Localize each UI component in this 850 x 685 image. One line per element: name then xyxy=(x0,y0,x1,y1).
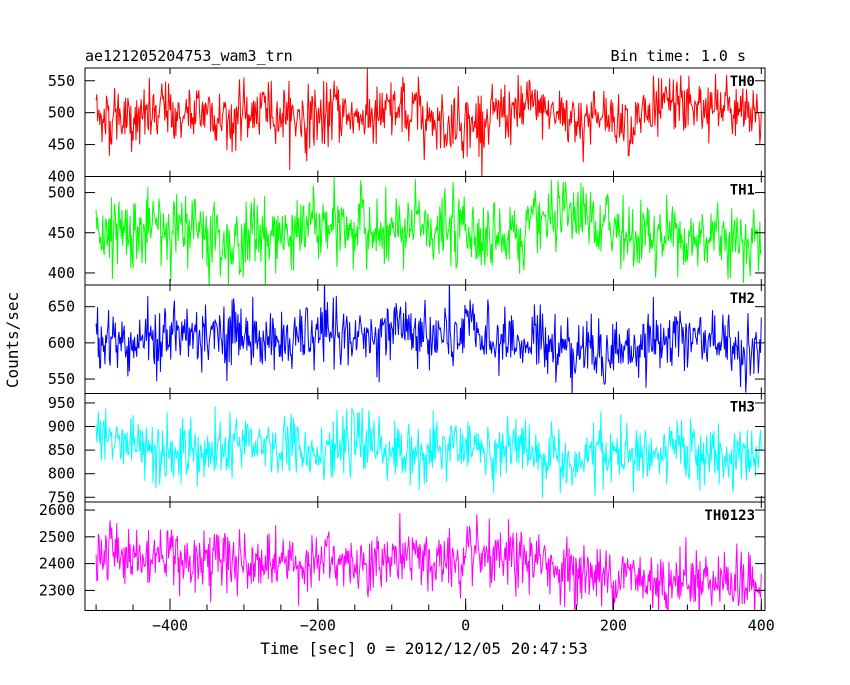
panel-frame xyxy=(84,501,766,611)
y-tick-label: 500 xyxy=(48,184,75,202)
y-tick-label: 600 xyxy=(48,334,75,352)
panels-group: 400 450 500 550 TH0 400 450 500 TH1 550 600 650 TH2 7… xyxy=(39,67,766,611)
series-line-th1 xyxy=(95,176,762,285)
y-tick-label: 2300 xyxy=(39,581,75,599)
x-tick-label: −400 xyxy=(152,617,188,635)
x-tick-label: 400 xyxy=(748,617,775,635)
y-tick-label: 2400 xyxy=(39,555,75,573)
bin-time-label: Bin time: 1.0 s xyxy=(611,47,746,65)
x-tick-label: −200 xyxy=(300,617,336,635)
y-tick-label: 2600 xyxy=(39,501,75,519)
y-axis-title: Counts/sec xyxy=(3,292,22,388)
y-tick-label: 750 xyxy=(48,488,75,506)
series-line-th0123 xyxy=(95,512,762,611)
y-tick-label: 450 xyxy=(48,136,75,154)
y-tick-label: 800 xyxy=(48,465,75,483)
y-tick-label: 550 xyxy=(48,72,75,90)
panel-th0: 400 450 500 550 TH0 xyxy=(48,67,766,186)
y-tick-label: 450 xyxy=(48,224,75,242)
panel-th2: 550 600 650 TH2 xyxy=(48,284,766,394)
series-line-th2 xyxy=(95,285,762,394)
panel-label-th1: TH1 xyxy=(730,183,755,199)
y-tick-label: 850 xyxy=(48,441,75,459)
y-tick-label: 900 xyxy=(48,418,75,436)
panel-label-th2: TH2 xyxy=(730,291,755,307)
x-axis: −400 −200 0 200 400 xyxy=(95,598,775,635)
panel-label-th0123: TH0123 xyxy=(704,508,755,524)
x-axis-title: Time [sec] 0 = 2012/12/05 20:47:53 xyxy=(260,639,588,658)
y-tick-label: 500 xyxy=(48,104,75,122)
panel-frame xyxy=(84,67,766,177)
y-tick-label: 950 xyxy=(48,394,75,412)
x-tick-label: 200 xyxy=(600,617,627,635)
panel-label-th0: TH0 xyxy=(730,74,755,90)
panel-label-th3: TH3 xyxy=(730,400,755,416)
chart-title: ae121205204753_wam3_trn xyxy=(85,47,293,65)
series-line-th0 xyxy=(95,68,762,177)
y-tick-label: 400 xyxy=(48,264,75,282)
series-line-th3 xyxy=(95,406,762,498)
x-tick-label: 0 xyxy=(461,617,470,635)
panel-th3: 750 800 850 900 950 TH3 xyxy=(48,393,766,506)
y-tick-label: 550 xyxy=(48,370,75,388)
y-tick-label: 650 xyxy=(48,298,75,316)
panel-th0123: 2300 2400 2500 2600 TH0123 xyxy=(39,501,766,611)
y-tick-label: 2500 xyxy=(39,528,75,546)
y-tick-label: 400 xyxy=(48,168,75,186)
panel-th1: 400 450 500 TH1 xyxy=(48,176,766,286)
